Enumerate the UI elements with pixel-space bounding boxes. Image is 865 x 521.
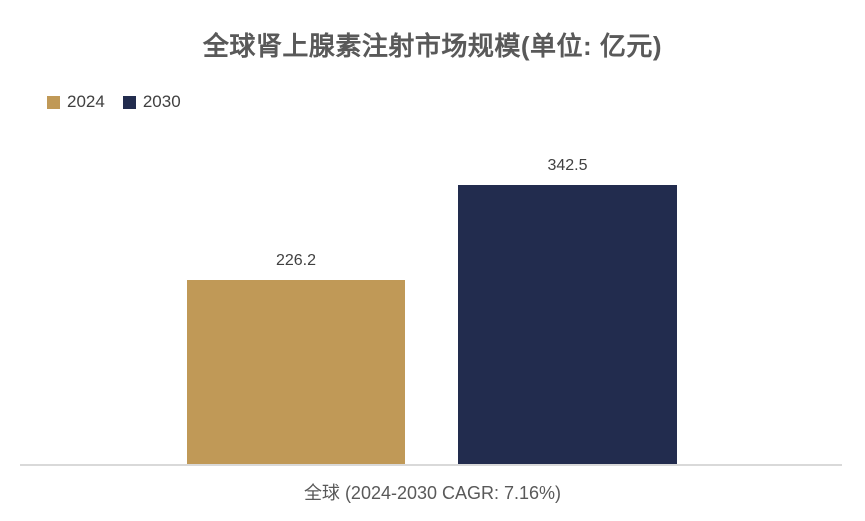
legend-swatch-2024 bbox=[47, 95, 60, 109]
bar-2030-value-label: 342.5 bbox=[547, 157, 588, 175]
bar-2024 bbox=[187, 280, 405, 465]
legend-label-2030: 2030 bbox=[142, 92, 181, 111]
chart-title: 全球肾上腺素注射市场规模(单位: 亿元) bbox=[202, 31, 663, 61]
bar-2024-value-label: 226.2 bbox=[275, 252, 317, 270]
category-label: 全球 (2024-2030 CAGR: 7.16%) bbox=[303, 483, 562, 503]
legend: 2024 2030 bbox=[47, 92, 181, 112]
bar-group-2030: 342.5 bbox=[458, 157, 677, 465]
legend-item-2024: 2024 bbox=[47, 92, 105, 112]
legend-item-2030: 2030 bbox=[122, 92, 181, 112]
bar-group-2024: 226.2 bbox=[187, 252, 405, 465]
bar-2030 bbox=[458, 185, 677, 465]
legend-label-2024: 2024 bbox=[67, 92, 105, 111]
x-axis-line bbox=[20, 464, 842, 466]
legend-swatch-2030 bbox=[122, 95, 136, 109]
